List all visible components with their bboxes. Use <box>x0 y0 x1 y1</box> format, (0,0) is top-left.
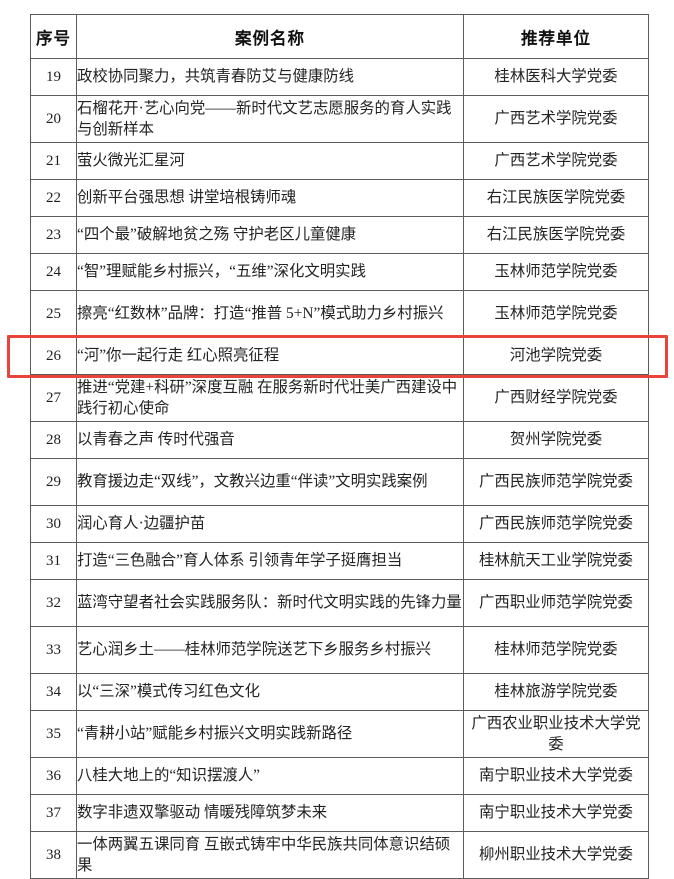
cell-sequence: 31 <box>30 542 77 580</box>
cell-case-name: 创新平台强思想 讲堂培根铸师魂 <box>76 179 464 217</box>
cell-case-name: 萤火微光汇星河 <box>76 142 464 180</box>
cell-case-name: “青耕小站”赋能乡村振兴文明实践新路径 <box>76 710 464 758</box>
cell-sequence: 38 <box>30 831 77 879</box>
table-row: 24 “智”理赋能乡村振兴，“五维”深化文明实践 玉林师范学院党委 <box>30 253 649 291</box>
cell-sequence: 34 <box>30 673 77 711</box>
cell-sequence: 20 <box>30 95 77 143</box>
cell-case-name: 一体两翼五课同育 互嵌式铸牢中华民族共同体意识结硕果 <box>76 831 464 879</box>
cell-recommending-unit: 桂林航天工业学院党委 <box>463 542 649 580</box>
cell-case-name: 石榴花开·艺心向党——新时代文艺志愿服务的育人实践与创新样本 <box>76 95 464 143</box>
cell-recommending-unit: 广西农业职业技术大学党委 <box>463 710 649 758</box>
cell-recommending-unit: 贺州学院党委 <box>463 421 649 459</box>
table-row: 36 八桂大地上的“知识摆渡人” 南宁职业技术大学党委 <box>30 757 649 795</box>
table-row: 20 石榴花开·艺心向党——新时代文艺志愿服务的育人实践与创新样本 广西艺术学院党委 <box>30 95 649 143</box>
cell-case-name: 擦亮“红数林”品牌：打造“推普 5+N”模式助力乡村振兴 <box>76 290 464 338</box>
cell-sequence: 24 <box>30 253 77 291</box>
cell-sequence: 27 <box>30 374 77 422</box>
cell-sequence: 33 <box>30 626 77 674</box>
table-row: 29 教育援边走“双线”，文教兴边重“伴读”文明实践案例 广西民族师范学院党委 <box>30 458 649 506</box>
cell-recommending-unit: 玉林师范学院党委 <box>463 253 649 291</box>
cell-sequence: 26 <box>30 337 77 375</box>
cell-case-name: 数字非遗双擎驱动 情暖残障筑梦未来 <box>76 794 464 832</box>
table-row: 21 萤火微光汇星河 广西艺术学院党委 <box>30 142 649 180</box>
table-row: 38 一体两翼五课同育 互嵌式铸牢中华民族共同体意识结硕果 柳州职业技术大学党委 <box>30 831 649 879</box>
cell-sequence: 21 <box>30 142 77 180</box>
cell-case-name: 以“三深”模式传习红色文化 <box>76 673 464 711</box>
cell-case-name: “四个最”破解地贫之殇 守护老区儿童健康 <box>76 216 464 254</box>
table-row: 25 擦亮“红数林”品牌：打造“推普 5+N”模式助力乡村振兴 玉林师范学院党委 <box>30 290 649 338</box>
cell-recommending-unit: 桂林医科大学党委 <box>463 58 649 96</box>
table-row: 33 艺心润乡土——桂林师范学院送艺下乡服务乡村振兴 桂林师范学院党委 <box>30 626 649 674</box>
cell-recommending-unit: 河池学院党委 <box>463 337 649 375</box>
table-header: 序号 案例名称 推荐单位 <box>30 14 649 59</box>
table-row: 31 打造“三色融合”育人体系 引领青年学子挺膺担当 桂林航天工业学院党委 <box>30 542 649 580</box>
table-header-row: 序号 案例名称 推荐单位 <box>30 14 649 59</box>
cell-case-name: 以青春之声 传时代强音 <box>76 421 464 459</box>
cell-case-name: 打造“三色融合”育人体系 引领青年学子挺膺担当 <box>76 542 464 580</box>
cell-case-name: 蓝湾守望者社会实践服务队：新时代文明实践的先锋力量 <box>76 579 464 627</box>
cell-recommending-unit: 玉林师范学院党委 <box>463 290 649 338</box>
table-row: 22 创新平台强思想 讲堂培根铸师魂 右江民族医学院党委 <box>30 179 649 217</box>
cell-recommending-unit: 广西民族师范学院党委 <box>463 505 649 543</box>
cell-sequence: 30 <box>30 505 77 543</box>
cell-case-name: “河”你一起行走 红心照亮征程 <box>76 337 464 375</box>
cell-recommending-unit: 广西职业师范学院党委 <box>463 579 649 627</box>
cell-sequence: 37 <box>30 794 77 832</box>
cell-sequence: 29 <box>30 458 77 506</box>
cell-recommending-unit: 南宁职业技术大学党委 <box>463 757 649 795</box>
column-header-sequence: 序号 <box>30 14 77 59</box>
cell-recommending-unit: 柳州职业技术大学党委 <box>463 831 649 879</box>
table-row: 30 润心育人·边疆护苗 广西民族师范学院党委 <box>30 505 649 543</box>
cell-recommending-unit: 南宁职业技术大学党委 <box>463 794 649 832</box>
cell-recommending-unit: 桂林旅游学院党委 <box>463 673 649 711</box>
case-table-container: 序号 案例名称 推荐单位 19 政校协同聚力，共筑青春防艾与健康防线 桂林医科大学党… <box>30 14 649 879</box>
cell-case-name: 教育援边走“双线”，文教兴边重“伴读”文明实践案例 <box>76 458 464 506</box>
cell-recommending-unit: 广西民族师范学院党委 <box>463 458 649 506</box>
cell-case-name: 推进“党建+科研”深度互融 在服务新时代壮美广西建设中践行初心使命 <box>76 374 464 422</box>
table-row: 34 以“三深”模式传习红色文化 桂林旅游学院党委 <box>30 673 649 711</box>
cell-recommending-unit: 广西艺术学院党委 <box>463 95 649 143</box>
case-recommendation-table: 序号 案例名称 推荐单位 19 政校协同聚力，共筑青春防艾与健康防线 桂林医科大学党… <box>30 14 649 879</box>
table-row: 37 数字非遗双擎驱动 情暖残障筑梦未来 南宁职业技术大学党委 <box>30 794 649 832</box>
table-row: 26 “河”你一起行走 红心照亮征程 河池学院党委 <box>30 337 649 375</box>
cell-sequence: 23 <box>30 216 77 254</box>
cell-sequence: 19 <box>30 58 77 96</box>
cell-case-name: 艺心润乡土——桂林师范学院送艺下乡服务乡村振兴 <box>76 626 464 674</box>
table-body: 19 政校协同聚力，共筑青春防艾与健康防线 桂林医科大学党委 20 石榴花开·艺心向党—… <box>30 58 649 879</box>
table-row: 35 “青耕小站”赋能乡村振兴文明实践新路径 广西农业职业技术大学党委 <box>30 710 649 758</box>
document-page: 序号 案例名称 推荐单位 19 政校协同聚力，共筑青春防艾与健康防线 桂林医科大学党… <box>7 14 668 879</box>
cell-sequence: 32 <box>30 579 77 627</box>
cell-case-name: 八桂大地上的“知识摆渡人” <box>76 757 464 795</box>
cell-recommending-unit: 右江民族医学院党委 <box>463 179 649 217</box>
column-header-recommending-unit: 推荐单位 <box>463 14 649 59</box>
table-row: 32 蓝湾守望者社会实践服务队：新时代文明实践的先锋力量 广西职业师范学院党委 <box>30 579 649 627</box>
table-row: 27 推进“党建+科研”深度互融 在服务新时代壮美广西建设中践行初心使命 广西财经学… <box>30 374 649 422</box>
cell-recommending-unit: 广西艺术学院党委 <box>463 142 649 180</box>
cell-case-name: “智”理赋能乡村振兴，“五维”深化文明实践 <box>76 253 464 291</box>
cell-recommending-unit: 广西财经学院党委 <box>463 374 649 422</box>
cell-sequence: 35 <box>30 710 77 758</box>
cell-case-name: 润心育人·边疆护苗 <box>76 505 464 543</box>
cell-case-name: 政校协同聚力，共筑青春防艾与健康防线 <box>76 58 464 96</box>
cell-sequence: 28 <box>30 421 77 459</box>
cell-recommending-unit: 右江民族医学院党委 <box>463 216 649 254</box>
cell-sequence: 25 <box>30 290 77 338</box>
table-row: 28 以青春之声 传时代强音 贺州学院党委 <box>30 421 649 459</box>
cell-recommending-unit: 桂林师范学院党委 <box>463 626 649 674</box>
column-header-case-name: 案例名称 <box>76 14 464 59</box>
table-row: 19 政校协同聚力，共筑青春防艾与健康防线 桂林医科大学党委 <box>30 58 649 96</box>
cell-sequence: 36 <box>30 757 77 795</box>
table-row: 23 “四个最”破解地贫之殇 守护老区儿童健康 右江民族医学院党委 <box>30 216 649 254</box>
cell-sequence: 22 <box>30 179 77 217</box>
